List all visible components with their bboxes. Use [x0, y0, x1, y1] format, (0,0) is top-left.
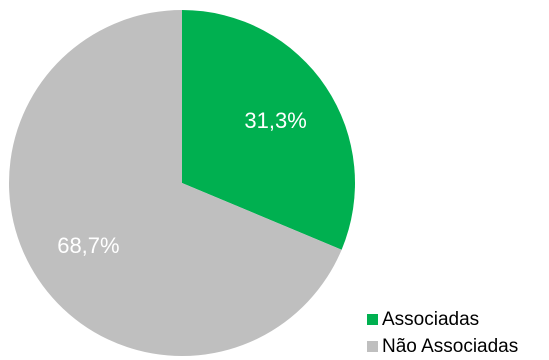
legend-label-nao-associadas: Não Associadas: [382, 335, 519, 357]
pie-data-label: 31,3%: [244, 108, 306, 133]
pie-data-label: 68,7%: [57, 233, 119, 258]
pie-slice-associadas: [182, 10, 355, 250]
legend: Associadas Não Associadas: [367, 306, 518, 360]
legend-item-associadas: Associadas: [367, 306, 518, 333]
legend-swatch-nao-associadas: [367, 341, 378, 352]
pie-slice-nao-associadas: [8, 10, 342, 357]
pie-labels: 31,3% 68,7%: [57, 108, 307, 258]
legend-item-nao-associadas: Não Associadas: [367, 333, 518, 360]
pie-slices: [8, 10, 355, 357]
legend-label-associadas: Associadas: [382, 308, 480, 330]
legend-swatch-associadas: [367, 314, 378, 325]
